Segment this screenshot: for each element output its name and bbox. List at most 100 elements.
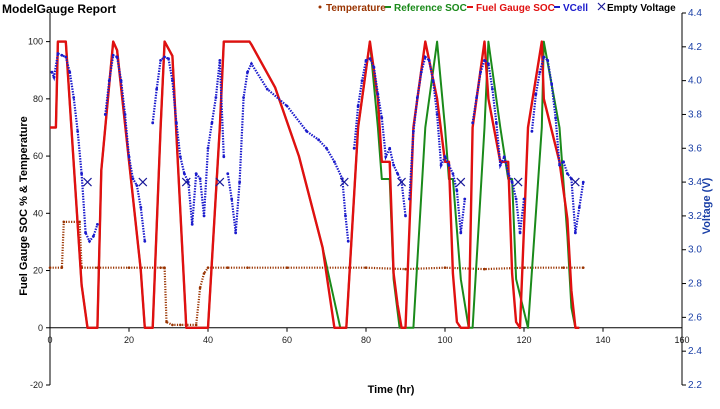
data-point-vcell (566, 172, 569, 176)
y-tick-label-right: 2.8 (688, 279, 702, 290)
data-point-vcell (56, 52, 60, 55)
data-point-temperature (179, 323, 182, 327)
y-tick-label-right: 3.2 (688, 211, 702, 222)
data-point-vcell (265, 87, 269, 91)
data-point-empty-voltage (513, 177, 523, 187)
data-point-vcell (384, 155, 388, 159)
x-axis-label: Time (hr) (368, 384, 415, 396)
data-point-vcell (514, 197, 518, 201)
data-point-vcell (285, 104, 289, 108)
data-point-vcell (119, 79, 123, 83)
data-point-vcell (404, 214, 407, 218)
legend-item: Empty Voltage (597, 2, 676, 14)
data-point-vcell (451, 172, 455, 176)
data-point-vcell (471, 121, 475, 125)
y-tick-label-left: 100 (28, 37, 43, 47)
data-point-vcell (542, 55, 546, 59)
data-point-vcell (415, 96, 419, 99)
data-point-vcell (534, 92, 538, 96)
data-point-vcell (392, 163, 396, 167)
data-point-temperature (194, 323, 198, 327)
data-point-vcell (182, 172, 186, 176)
data-point-temperature (165, 320, 168, 324)
series-vcell (50, 52, 585, 244)
data-point-vcell (317, 138, 320, 142)
data-point-vcell (226, 172, 230, 176)
data-point-vcell (84, 231, 87, 235)
data-point-temperature (483, 267, 486, 271)
data-point-vcell (459, 231, 463, 235)
x-tick-label: 120 (516, 335, 531, 345)
data-point-vcell (250, 62, 253, 66)
data-point-vcell (72, 96, 76, 99)
data-point-vcell (214, 96, 218, 99)
data-point-vcell (396, 172, 399, 176)
data-point-vcell (427, 58, 431, 62)
data-point-vcell (546, 58, 550, 62)
data-point-vcell (123, 113, 127, 116)
data-point-vcell (431, 79, 435, 83)
data-point-vcell (60, 53, 64, 57)
y-tick-label-left: -20 (30, 380, 43, 390)
data-point-vcell (115, 55, 119, 59)
data-point-vcell (139, 206, 143, 209)
y-tick-label-left: 0 (38, 323, 43, 333)
data-point-vcell (491, 87, 494, 91)
data-point-temperature (404, 267, 407, 271)
series-line-temperature (50, 220, 584, 326)
y-tick-label-right: 2.2 (688, 380, 702, 391)
data-point-vcell (155, 87, 159, 91)
data-point-vcell (50, 70, 54, 74)
data-point-vcell (573, 231, 577, 235)
x-tick-label: 20 (124, 335, 134, 345)
chart-title: ModelGauge Report (2, 2, 116, 16)
y-tick-label-left: 80 (33, 94, 43, 104)
y-tick-label-right: 3.4 (688, 177, 702, 188)
data-point-vcell (242, 96, 245, 99)
data-point-vcell (190, 222, 194, 226)
data-point-temperature (226, 266, 230, 269)
data-point-vcell (163, 55, 166, 59)
data-point-vcell (483, 58, 486, 62)
data-point-vcell (562, 160, 565, 164)
y-tick-label-left: 40 (33, 208, 43, 218)
data-point-vcell (439, 163, 443, 167)
data-point-empty-voltage (83, 177, 92, 187)
data-point-vcell (506, 172, 510, 176)
data-point-vcell (372, 65, 376, 69)
data-point-vcell (103, 113, 107, 116)
data-point-vcell (412, 129, 415, 133)
data-point-vcell (356, 104, 360, 108)
data-point-vcell (558, 163, 561, 167)
data-point-empty-voltage (181, 177, 191, 187)
data-point-vcell (408, 197, 411, 201)
data-point-vcell (305, 129, 309, 133)
data-point-temperature (48, 266, 52, 269)
data-point-vcell (202, 214, 206, 218)
y-tick-label-right: 3.0 (688, 245, 702, 256)
data-point-vcell (206, 146, 210, 150)
data-point-vcell (530, 129, 534, 133)
y-tick-label-right: 4.4 (688, 8, 702, 19)
data-point-vcell (246, 70, 249, 74)
data-point-temperature (60, 266, 64, 269)
data-point-vcell (131, 177, 135, 181)
data-point-temperature (62, 220, 66, 224)
data-point-vcell (325, 146, 328, 150)
data-point-vcell (577, 206, 581, 209)
x-tick-label: 40 (203, 335, 213, 345)
data-point-vcell (487, 62, 490, 66)
data-point-vcell (178, 155, 182, 159)
y-tick-label-right: 3.6 (688, 143, 702, 154)
data-point-temperature (246, 266, 249, 269)
data-point-vcell (333, 160, 336, 164)
legend-label: Empty Voltage (607, 3, 676, 14)
data-point-vcell (475, 96, 478, 99)
legend: Temperature Reference SOC Fuel Gauge SOC VC… (318, 2, 676, 14)
data-point-vcell (346, 239, 350, 243)
data-point-vcell (88, 239, 91, 243)
data-point-vcell (447, 163, 451, 167)
y-axis-label-right: Voltage (V) (701, 177, 713, 234)
data-point-temperature (198, 286, 202, 290)
data-point-vcell (92, 234, 95, 238)
